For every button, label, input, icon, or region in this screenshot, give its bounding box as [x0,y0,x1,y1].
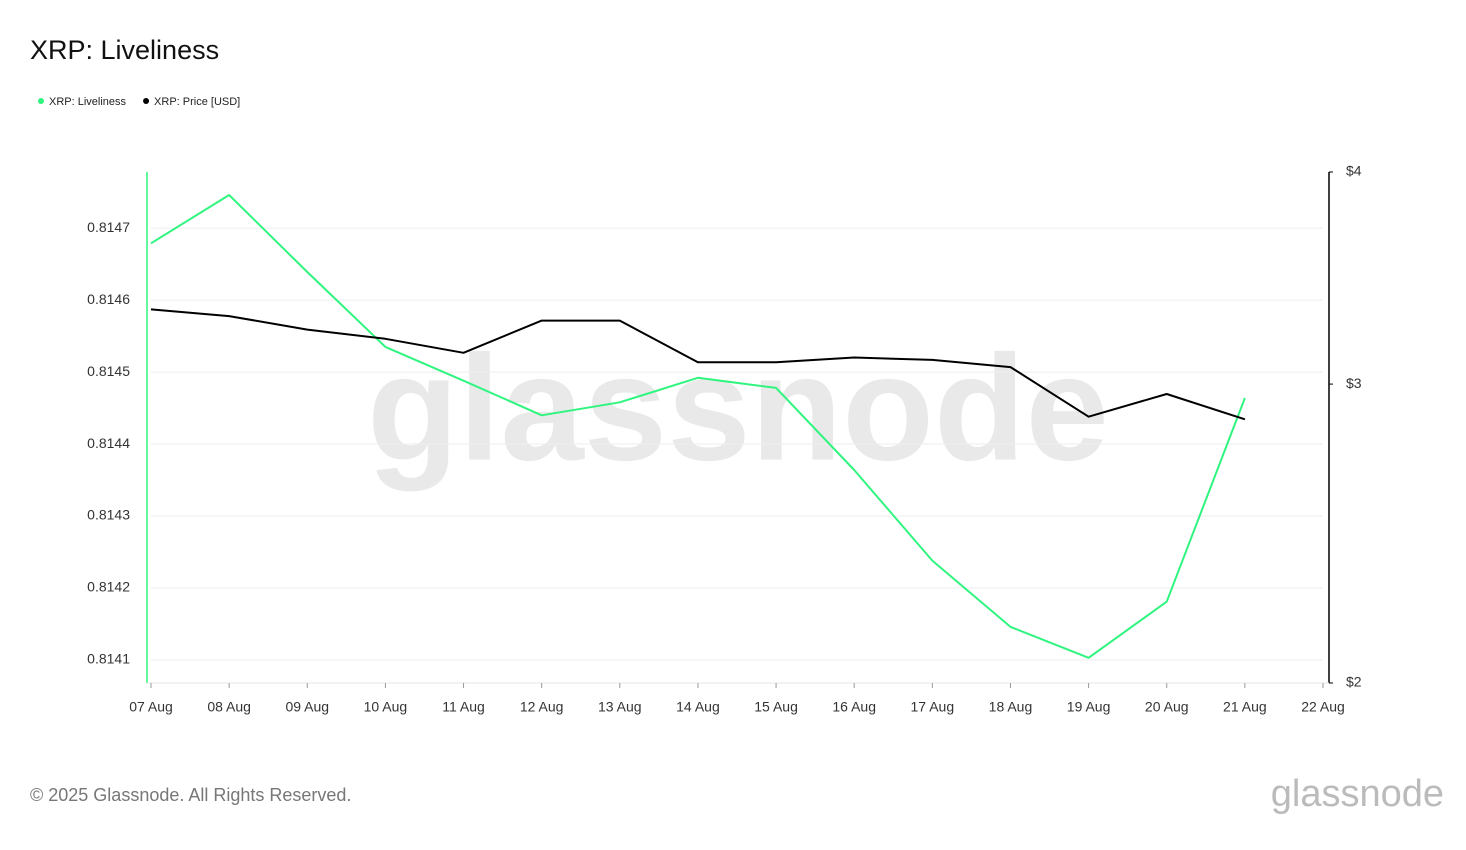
x-tick-label: 18 Aug [989,699,1033,715]
y-tick-label: 0.8142 [87,579,130,595]
y2-tick-label: $3 [1346,375,1362,391]
x-tick-label: 22 Aug [1301,699,1345,715]
x-tick-label: 07 Aug [129,699,173,715]
watermark: glassnode [367,324,1109,492]
y2-tick-label: $2 [1346,674,1362,690]
x-tick-label: 16 Aug [832,699,876,715]
x-tick-label: 19 Aug [1067,699,1111,715]
x-tick-label: 12 Aug [520,699,564,715]
series-line [150,308,1246,421]
y-tick-label: 0.8147 [87,219,130,235]
x-tick-label: 14 Aug [676,699,720,715]
x-tick-label: 20 Aug [1145,699,1189,715]
chart-title: XRP: Liveliness [30,35,219,65]
legend-label: XRP: Price [USD] [154,96,240,108]
y-tick-label: 0.8141 [87,651,130,667]
y-tick-label: 0.8144 [87,435,130,451]
x-tick-label: 17 Aug [911,699,955,715]
x-tick-label: 08 Aug [207,699,251,715]
series-line [150,194,1246,659]
x-tick-label: 09 Aug [285,699,329,715]
footer-logo: glassnode [1271,773,1444,815]
y2-tick-label: $4 [1346,163,1362,179]
copyright: © 2025 Glassnode. All Rights Reserved. [30,785,351,805]
x-tick-label: 13 Aug [598,699,642,715]
y-tick-label: 0.8145 [87,363,130,379]
x-tick-label: 10 Aug [364,699,408,715]
legend-label: XRP: Liveliness [49,96,127,108]
y-tick-label: 0.8143 [87,507,130,523]
legend-marker [38,98,44,104]
x-tick-label: 11 Aug [442,699,485,715]
x-tick-label: 21 Aug [1223,699,1267,715]
x-tick-label: 15 Aug [754,699,798,715]
y-tick-label: 0.8146 [87,291,130,307]
legend-marker [143,98,150,104]
